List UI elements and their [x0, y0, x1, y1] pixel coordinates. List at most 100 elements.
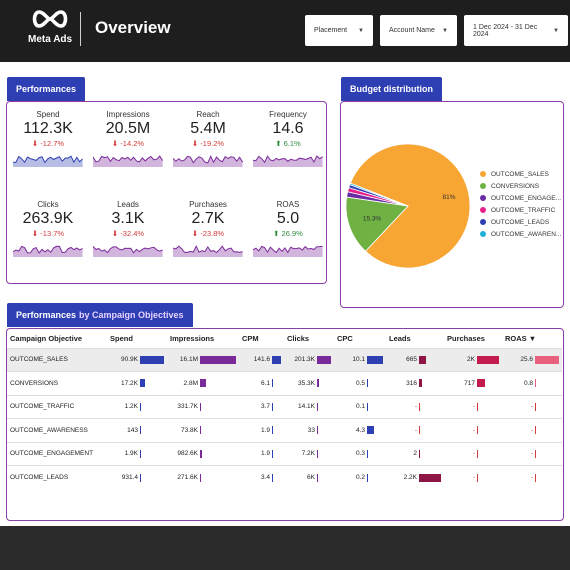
cell-bar [535, 473, 536, 482]
kpi-value: 3.1K [111, 210, 145, 227]
cell-value: 141.6 [253, 356, 270, 364]
column-header[interactable]: CPC [337, 334, 353, 344]
kpi-delta: ⬆ 6.1% [275, 139, 301, 148]
cell-value: 0.8 [523, 379, 533, 387]
metric-cell: 931.4 [107, 465, 167, 489]
legend-item[interactable]: OUTCOME_LEADS [480, 216, 561, 228]
table-row[interactable]: OUTCOME_SALES 90.9K 16.1M 141.6 201.3K 10.1 66… [7, 347, 562, 372]
column-header[interactable]: Campaign Objective [10, 334, 83, 344]
cell-bar [200, 355, 236, 364]
cell-value: - [530, 474, 533, 481]
column-header[interactable]: Purchases [447, 334, 485, 344]
metric-cell: 0.5 [334, 371, 386, 395]
cell-bar [272, 473, 273, 482]
kpi-delta: ⬇ -32.4% [111, 229, 145, 238]
cell-bar [367, 449, 368, 458]
column-header[interactable]: Leads [389, 334, 411, 344]
cell-bar [140, 426, 141, 435]
metric-cell: 0.1 [334, 394, 386, 419]
tab-objectives: Performances by Campaign Objectives [7, 303, 193, 327]
legend-label: OUTCOME_LEADS [491, 218, 550, 226]
legend-dot-icon [480, 231, 486, 237]
metric-cell: 1.9 [239, 418, 284, 442]
table-row[interactable]: CONVERSIONS 17.2K 2.8M 6.1 35.3K 0.5 316 717 0.8 [7, 371, 562, 395]
cell-value: 4.3 [355, 426, 365, 434]
metric-cell: 3.7 [239, 394, 284, 419]
cell-bar [272, 402, 273, 411]
metric-cell: 141.6 [239, 347, 284, 372]
filter-label: Account Name [389, 27, 435, 34]
performances-panel: Spend 112.3K ⬇ -12.7% Impressions 20.5M ⬇ -14… [6, 101, 327, 284]
placement-filter[interactable]: Placement ▼ [305, 15, 373, 46]
sparkline [173, 245, 243, 257]
metric-cell: 0.3 [334, 441, 386, 466]
column-header[interactable]: Impressions [170, 334, 215, 344]
column-header[interactable]: Clicks [287, 334, 310, 344]
cell-bar [140, 402, 141, 411]
cell-value: 33 [307, 426, 315, 434]
metric-cell: 717 [444, 371, 502, 395]
legend-item[interactable]: OUTCOME_AWAREN... [480, 228, 561, 240]
cell-bar [477, 426, 478, 435]
cell-bar [477, 402, 478, 411]
filter-label: 1 Dec 2024 - 31 Dec 2024 [473, 23, 538, 38]
cell-value: 25.6 [520, 356, 533, 364]
metric-cell: 73.8K [167, 418, 239, 442]
tab-budget-distribution: Budget distribution [341, 77, 442, 101]
objective-name-cell: CONVERSIONS [7, 371, 107, 395]
cell-bar [535, 449, 536, 458]
kpi-label: Spend [36, 110, 60, 119]
legend-dot-icon [480, 219, 486, 225]
column-header[interactable]: ROAS ▼ [505, 334, 537, 344]
filter-label: Placement [314, 27, 348, 34]
legend-item[interactable]: OUTCOME_TRAFFIC [480, 204, 561, 216]
table-row[interactable]: OUTCOME_TRAFFIC 1.2K 331.7K 3.7 14.1K 0.1 - - - [7, 394, 562, 419]
cell-value: 1.2K [124, 403, 138, 411]
column-header[interactable]: Spend [110, 334, 133, 344]
cell-value: 931.4 [121, 474, 138, 481]
account-name-filter[interactable]: Account Name ▼ [380, 15, 457, 46]
metric-cell: 4.3 [334, 418, 386, 442]
cell-bar [317, 473, 318, 482]
cell-value: 717 [464, 379, 475, 387]
legend-item[interactable]: CONVERSIONS [480, 180, 561, 192]
cell-value: - [472, 403, 475, 411]
legend-item[interactable]: OUTCOME_ENGAGE... [480, 192, 561, 204]
tab-label: Performances [16, 310, 77, 320]
page-title: Overview [95, 18, 171, 37]
cell-value: 35.3K [298, 379, 315, 387]
cell-value: - [414, 403, 417, 411]
cell-value: 331.7K [177, 403, 198, 411]
tab-label: Performances [16, 84, 77, 94]
cell-bar [140, 355, 164, 364]
kpi-frequency: Frequency 14.6 ⬆ 6.1% [253, 110, 323, 167]
metric-cell: - [386, 394, 444, 419]
legend-label: OUTCOME_TRAFFIC [491, 206, 556, 214]
cell-value: 2K [467, 356, 475, 364]
objective-name-cell: OUTCOME_LEADS [7, 465, 107, 489]
tab-label-highlight: by Campaign Objectives [79, 310, 184, 320]
kpi-value: 263.9K [22, 210, 74, 227]
meta-infinity-icon [32, 10, 68, 28]
metric-cell: 665 [386, 347, 444, 372]
cell-value: - [472, 426, 475, 434]
cell-value: 6.1 [260, 379, 270, 387]
metric-cell: 2.8M [167, 371, 239, 395]
legend-item[interactable]: OUTCOME_SALES [480, 168, 561, 180]
cell-value: 2.2K [403, 474, 417, 481]
kpi-label: Purchases [189, 200, 227, 209]
pie-legend: OUTCOME_SALES CONVERSIONS OUTCOME_ENGAGE..… [480, 168, 561, 240]
sparkline [93, 246, 163, 257]
metric-cell: 1.2K [107, 394, 167, 419]
table-row[interactable]: OUTCOME_LEADS 931.4 271.6K 3.4 6K 0.2 2.2K - - [7, 465, 562, 489]
date-range-filter[interactable]: 1 Dec 2024 - 31 Dec 2024 ▼ [464, 15, 568, 46]
cell-bar [140, 379, 145, 388]
cell-value: - [530, 450, 533, 458]
metric-cell: 1.9K [107, 441, 167, 466]
kpi-value: 5.0 [276, 210, 300, 227]
cell-value: 3.7 [260, 403, 270, 411]
table-row[interactable]: OUTCOME_AWARENESS 143 73.8K 1.9 33 4.3 - - - [7, 418, 562, 442]
cell-value: 1.9 [260, 426, 270, 434]
table-row[interactable]: OUTCOME_ENGAGEMENT 1.9K 982.6K 1.9 7.2K 0.3 2 -… [7, 441, 562, 466]
column-header[interactable]: CPM [242, 334, 259, 344]
